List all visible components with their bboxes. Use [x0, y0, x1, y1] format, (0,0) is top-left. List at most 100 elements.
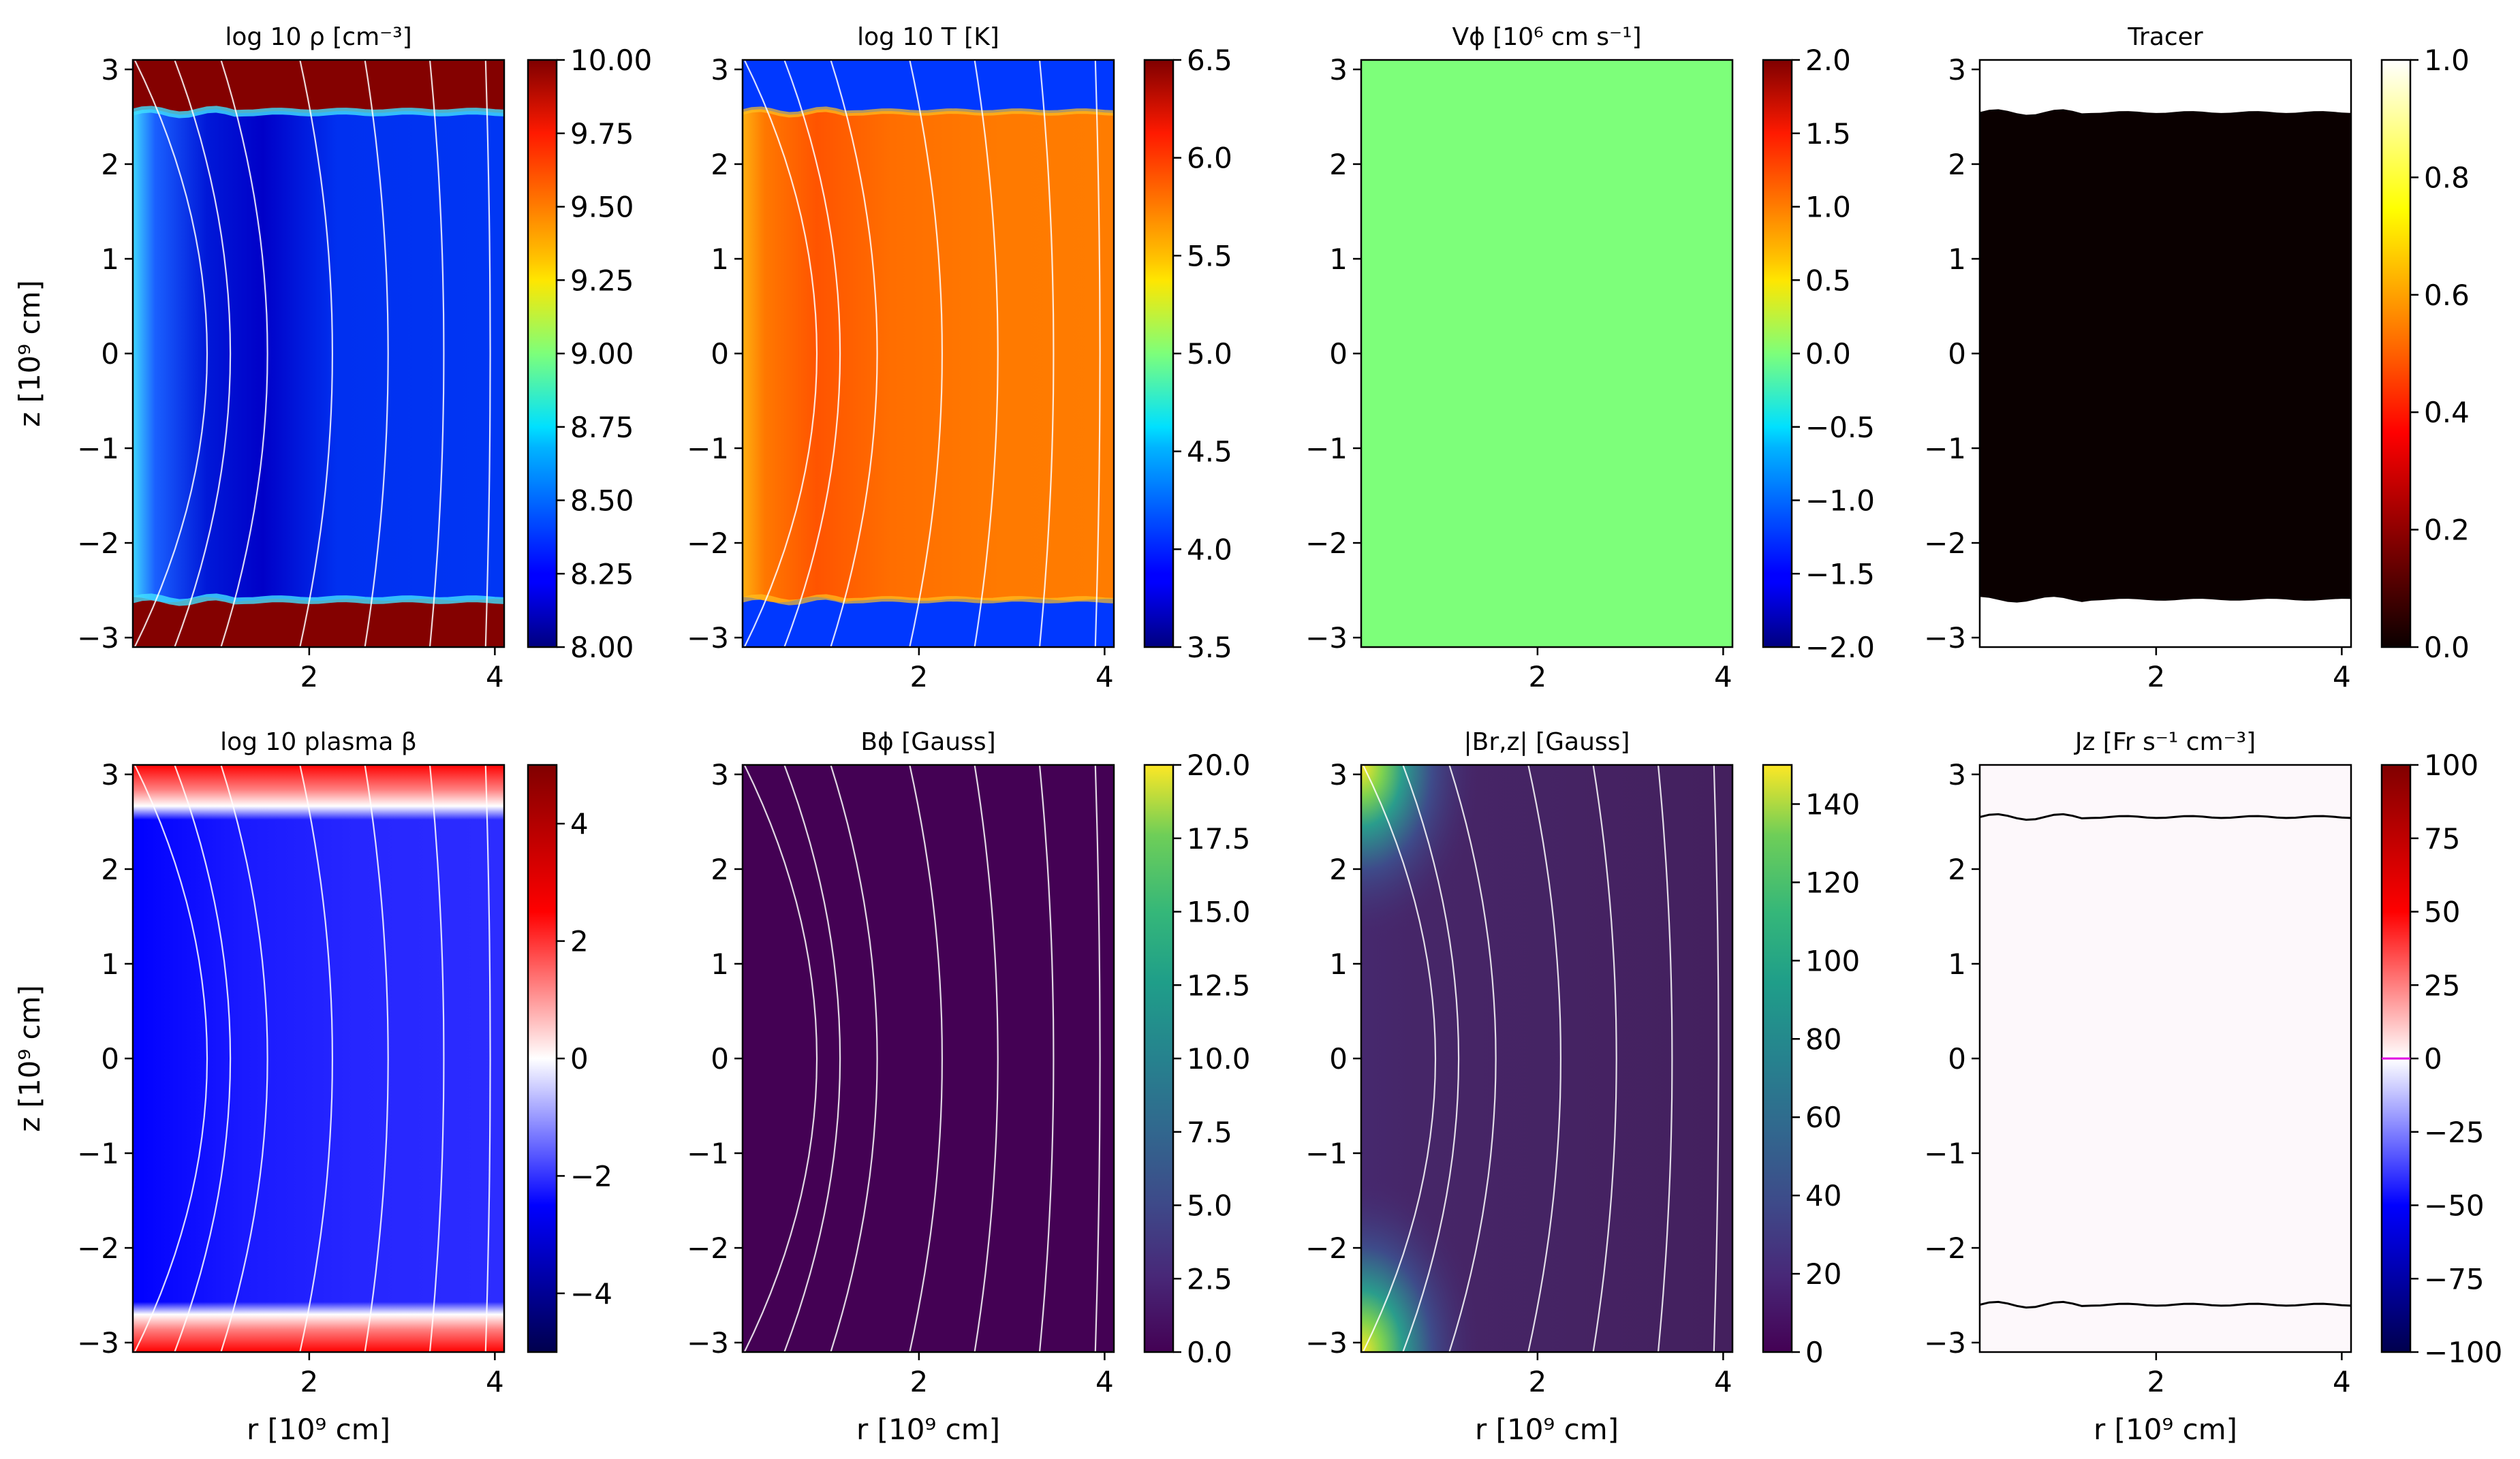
y-tick-label: 2 [1329, 853, 1348, 886]
colorbar-tick-label: 0.5 [1805, 264, 1851, 297]
colorbar [527, 59, 558, 648]
colorbar-tick-label: 5.5 [1187, 239, 1232, 272]
y-tick-label: 2 [1948, 853, 1966, 886]
x-tick-label: 4 [1714, 1365, 1732, 1398]
field-line [783, 765, 841, 1352]
interface-top [743, 106, 1114, 118]
field-image [1361, 60, 1732, 647]
y-tick-label: 2 [711, 148, 729, 181]
y-tick-label: 0 [1329, 1042, 1348, 1076]
x-tick-label: 2 [910, 660, 929, 693]
contour-top [1980, 813, 2351, 821]
y-tick-label: −2 [77, 527, 119, 560]
field-image [1980, 765, 2351, 1352]
x-axis-label: r [10⁹ cm] [247, 1413, 390, 1446]
y-tick-label: −3 [1305, 621, 1348, 655]
field-peak-bottom [1361, 1176, 1480, 1352]
y-tick-label: −2 [687, 1231, 729, 1265]
y-tick-label: −1 [77, 1137, 119, 1170]
y-tick-label: −3 [687, 621, 729, 655]
colorbar [527, 764, 558, 1353]
x-tick-label: 2 [910, 1365, 929, 1398]
colorbar-tick-label: 100 [2424, 749, 2478, 782]
y-tick-label: 0 [1948, 337, 1966, 371]
field-line [220, 765, 268, 1352]
x-tick-label: 4 [1095, 1365, 1114, 1398]
colorbar-tick-label: 2.0 [1805, 44, 1851, 77]
y-tick-label: 1 [1329, 947, 1348, 981]
colorbar-tick-label: 50 [2424, 896, 2460, 929]
field-line [134, 765, 208, 1352]
panel-title: |Br,z| [Gauss] [1464, 728, 1630, 756]
colorbar-tick-label: 9.50 [570, 191, 634, 224]
y-axis-label: z [10⁹ cm] [13, 280, 46, 427]
colorbar-tick-label: 7.5 [1187, 1116, 1232, 1149]
y-tick-label: −1 [1305, 1137, 1348, 1170]
x-axis-label: r [10⁹ cm] [856, 1413, 1000, 1446]
y-tick-label: −2 [77, 1231, 119, 1265]
colorbar-tick-label: 8.50 [570, 484, 634, 518]
field-line [429, 765, 445, 1352]
y-tick-label: 3 [711, 53, 729, 87]
panel-title: log 10 ρ [cm⁻³] [225, 23, 411, 51]
interface-bottom [133, 593, 504, 606]
x-tick-label: 4 [2333, 660, 2351, 693]
panel-temperature: log 10 T [K] −3 −2 −1 0 1 2 3 2 4 3.5 4.0 4.5 5.0 5.5 6… [687, 23, 1232, 693]
inner-region [743, 109, 1114, 603]
colorbar-tick-label: 120 [1805, 866, 1860, 899]
x-tick-label: 4 [2333, 1365, 2351, 1398]
colorbar-tick-label: 2.5 [1187, 1262, 1232, 1296]
y-tick-label: 0 [101, 1042, 119, 1076]
panel-density: log 10 ρ [cm⁻³] −3 −2 −1 0 1 2 3 2 4 z [10⁹ cm] 8.0… [13, 23, 652, 693]
y-tick-label: 3 [711, 758, 729, 791]
field-line [743, 60, 818, 647]
colorbar-tick-label: −0.5 [1805, 411, 1875, 444]
colorbar-tick-label: 9.75 [570, 117, 634, 151]
colorbar-tick-label: 9.25 [570, 264, 634, 297]
colorbar-tick-label: 1.0 [2424, 44, 2470, 77]
x-tick-label: 2 [1529, 660, 1547, 693]
y-tick-label: −1 [1924, 1137, 1966, 1170]
y-tick-label: −2 [1305, 527, 1348, 560]
y-tick-label: 3 [1948, 758, 1966, 791]
field-line [1448, 765, 1497, 1352]
y-axis-label: z [10⁹ cm] [13, 985, 46, 1132]
colorbar-tick-label: 12.5 [1187, 969, 1251, 1002]
colorbar-tick-label: 4.5 [1187, 435, 1232, 469]
colorbar-tick-label: −2.0 [1805, 631, 1875, 664]
y-tick-label: −3 [77, 621, 119, 655]
colorbar-tick-label: 5.0 [1187, 1189, 1232, 1223]
y-tick-label: 1 [1948, 947, 1966, 981]
inner-region [133, 765, 504, 1352]
inner-region [1980, 109, 2351, 603]
y-tick-label: 3 [1329, 758, 1348, 791]
panel-title: Tracer [2127, 23, 2203, 51]
field-line [909, 765, 944, 1352]
field-line [830, 60, 878, 647]
y-tick-label: 3 [1329, 53, 1348, 87]
interface-top [133, 106, 504, 119]
field-line [1038, 60, 1055, 647]
y-tick-label: 1 [1329, 242, 1348, 276]
field-line [974, 765, 999, 1352]
high-beta-top [133, 765, 504, 820]
colorbar-tick-label: 25 [2424, 969, 2460, 1002]
y-tick-label: −3 [687, 1326, 729, 1360]
colorbar-tick-label: −25 [2424, 1116, 2485, 1149]
colorbar [2380, 59, 2412, 648]
field-line [1402, 765, 1460, 1352]
x-tick-label: 4 [486, 1365, 504, 1398]
inner-region [133, 109, 504, 603]
uniform-field [1361, 60, 1732, 647]
y-tick-label: 3 [101, 53, 119, 87]
colorbar-tick-label: 20.0 [1187, 749, 1251, 782]
y-tick-label: 1 [101, 947, 119, 981]
field-image [133, 765, 504, 1352]
panel-title: log 10 plasma β [220, 728, 417, 756]
panel-j_z: Jz [Fr s⁻¹ cm⁻³] −3 −2 −1 0 1 2 3 2 4 r [10⁹ cm] −1… [1924, 728, 2502, 1446]
field-line [1592, 765, 1617, 1352]
y-tick-label: −2 [687, 527, 729, 560]
panel-title: log 10 T [K] [857, 23, 999, 51]
y-tick-label: −3 [77, 1326, 119, 1360]
